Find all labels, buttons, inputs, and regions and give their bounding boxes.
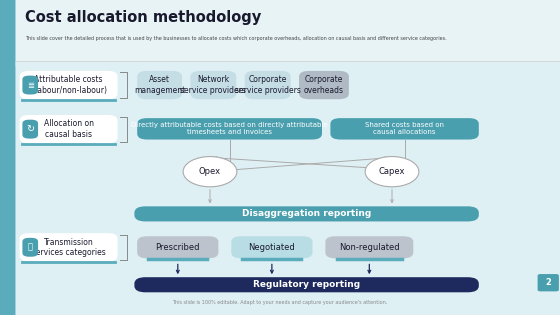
Text: Shared costs based on
causal allocations: Shared costs based on causal allocations xyxy=(365,122,444,135)
Text: Regulatory reporting: Regulatory reporting xyxy=(253,280,360,289)
FancyBboxPatch shape xyxy=(20,233,118,261)
FancyBboxPatch shape xyxy=(22,76,38,94)
Text: Attributable costs
(Labour/non-labour): Attributable costs (Labour/non-labour) xyxy=(30,75,107,95)
Text: Capex: Capex xyxy=(379,167,405,176)
FancyBboxPatch shape xyxy=(20,71,118,99)
FancyBboxPatch shape xyxy=(137,118,322,140)
Text: ≣: ≣ xyxy=(27,81,34,89)
FancyBboxPatch shape xyxy=(330,118,479,140)
Circle shape xyxy=(183,157,237,187)
FancyBboxPatch shape xyxy=(137,71,182,99)
FancyBboxPatch shape xyxy=(134,277,479,292)
FancyBboxPatch shape xyxy=(245,71,291,99)
FancyBboxPatch shape xyxy=(190,71,236,99)
Text: ↻: ↻ xyxy=(26,124,34,134)
Text: 2: 2 xyxy=(545,278,551,287)
Text: This slide is 100% editable. Adapt to your needs and capture your audience's att: This slide is 100% editable. Adapt to yo… xyxy=(172,300,388,305)
Circle shape xyxy=(365,157,419,187)
Text: ⌖: ⌖ xyxy=(28,243,32,252)
Text: Corporate
overheads: Corporate overheads xyxy=(304,75,344,95)
Text: Allocation on
causal basis: Allocation on causal basis xyxy=(44,119,94,139)
FancyBboxPatch shape xyxy=(22,120,38,139)
Text: Directly attributable costs based on directly attributable
timesheets and invoic: Directly attributable costs based on dir… xyxy=(131,122,328,135)
FancyBboxPatch shape xyxy=(22,238,38,257)
FancyBboxPatch shape xyxy=(0,0,16,315)
FancyBboxPatch shape xyxy=(231,236,312,258)
FancyBboxPatch shape xyxy=(538,274,559,291)
FancyBboxPatch shape xyxy=(325,236,413,258)
Text: Network
service providers: Network service providers xyxy=(180,75,246,95)
Text: Negotiated: Negotiated xyxy=(249,243,295,252)
FancyBboxPatch shape xyxy=(20,115,118,143)
FancyBboxPatch shape xyxy=(299,71,349,99)
FancyBboxPatch shape xyxy=(137,236,218,258)
Text: Asset
management: Asset management xyxy=(134,75,185,95)
Text: Opex: Opex xyxy=(199,167,221,176)
Text: Transmission
Services categories: Transmission Services categories xyxy=(31,238,106,257)
FancyBboxPatch shape xyxy=(16,61,560,315)
Text: Cost allocation methodology: Cost allocation methodology xyxy=(25,10,262,25)
FancyBboxPatch shape xyxy=(134,206,479,221)
Text: This slide cover the detailed process that is used by the businesses to allocate: This slide cover the detailed process th… xyxy=(25,36,447,41)
FancyBboxPatch shape xyxy=(16,0,560,66)
Text: Disaggregation reporting: Disaggregation reporting xyxy=(242,209,371,218)
Text: Prescribed: Prescribed xyxy=(156,243,200,252)
Text: Corporate
service providers: Corporate service providers xyxy=(235,75,301,95)
Text: Non-regulated: Non-regulated xyxy=(339,243,400,252)
